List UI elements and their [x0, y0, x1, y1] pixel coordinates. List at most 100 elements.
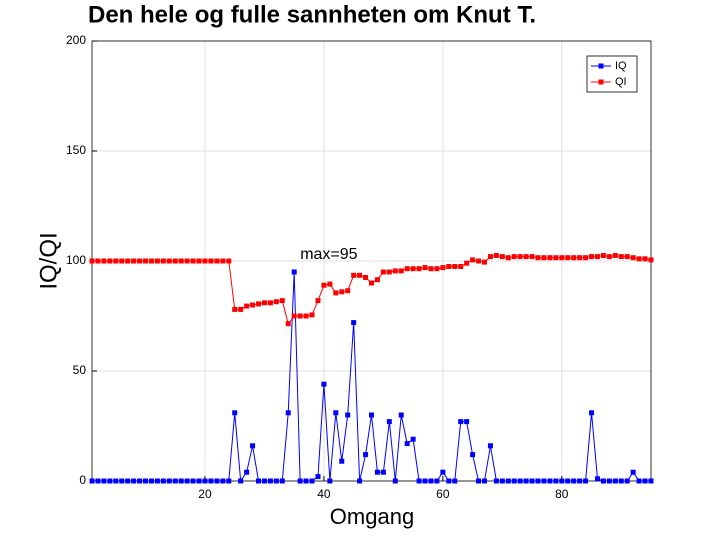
marker	[137, 478, 143, 484]
marker	[297, 313, 303, 319]
marker	[89, 478, 95, 484]
marker	[458, 419, 464, 425]
marker	[547, 255, 553, 261]
marker	[476, 258, 482, 264]
marker	[184, 478, 190, 484]
marker	[398, 268, 404, 274]
marker	[434, 478, 440, 484]
marker	[232, 410, 238, 416]
marker	[363, 275, 369, 280]
marker	[172, 258, 178, 264]
marker	[523, 478, 529, 484]
marker	[131, 478, 137, 484]
marker	[208, 258, 214, 264]
marker	[392, 268, 398, 274]
marker	[511, 254, 517, 260]
marker	[642, 478, 648, 484]
marker	[351, 320, 357, 326]
x-tick-label: 20	[198, 487, 212, 501]
marker	[297, 478, 303, 484]
marker	[470, 452, 476, 458]
marker	[446, 478, 452, 484]
marker	[589, 254, 595, 260]
x-tick-label: 80	[555, 487, 569, 501]
marker	[618, 478, 624, 484]
marker	[143, 258, 149, 264]
marker	[374, 469, 380, 475]
marker	[220, 258, 226, 264]
marker	[535, 478, 541, 484]
marker	[416, 266, 422, 272]
marker	[285, 321, 291, 327]
marker	[630, 469, 636, 475]
marker	[630, 255, 636, 261]
marker	[416, 478, 422, 484]
marker	[535, 255, 541, 261]
marker	[89, 258, 95, 264]
marker	[553, 478, 559, 484]
marker	[309, 478, 315, 484]
marker	[202, 258, 208, 264]
marker	[523, 254, 529, 260]
marker	[499, 254, 505, 260]
legend-marker	[598, 79, 604, 85]
marker	[178, 478, 184, 484]
marker	[345, 288, 351, 294]
marker	[606, 478, 612, 484]
marker	[464, 419, 470, 425]
marker	[166, 478, 172, 484]
marker	[398, 412, 404, 418]
marker	[327, 478, 333, 484]
marker	[232, 306, 238, 312]
marker	[256, 478, 262, 484]
marker	[113, 478, 119, 484]
chart-title: Den hele og fulle sannheten om Knut T.	[88, 1, 536, 28]
marker	[571, 478, 577, 484]
marker	[446, 264, 452, 269]
marker	[125, 258, 131, 264]
marker	[315, 298, 321, 304]
marker	[458, 264, 464, 269]
marker	[267, 300, 273, 306]
marker	[422, 265, 428, 271]
marker	[565, 255, 571, 261]
marker	[583, 478, 589, 484]
marker	[339, 458, 345, 464]
marker	[517, 478, 523, 484]
marker	[238, 478, 244, 484]
marker	[190, 478, 196, 484]
marker	[107, 258, 113, 264]
marker	[565, 478, 571, 484]
marker	[600, 478, 606, 484]
marker	[410, 436, 416, 442]
marker	[428, 266, 434, 272]
marker	[529, 254, 535, 260]
marker	[101, 478, 107, 484]
marker	[577, 255, 583, 261]
marker	[279, 298, 285, 304]
marker	[202, 478, 208, 484]
legend-marker	[598, 63, 604, 69]
marker	[208, 478, 214, 484]
marker	[594, 254, 600, 260]
x-axis-label: Omgang	[330, 504, 414, 529]
legend-box	[586, 55, 638, 93]
y-tick-label: 200	[66, 33, 86, 47]
marker	[553, 255, 559, 261]
marker	[250, 302, 256, 308]
marker	[244, 469, 250, 475]
y-tick-label: 0	[79, 473, 86, 487]
marker	[333, 290, 339, 296]
marker	[642, 256, 648, 262]
marker	[571, 255, 577, 261]
marker	[547, 478, 553, 484]
marker	[137, 258, 143, 264]
marker	[404, 266, 410, 272]
marker	[273, 299, 279, 305]
marker	[404, 441, 410, 447]
y-axis-label: IQ/QI	[35, 232, 62, 289]
marker	[113, 258, 119, 264]
marker	[487, 254, 493, 260]
marker	[178, 258, 184, 264]
marker	[321, 282, 327, 288]
